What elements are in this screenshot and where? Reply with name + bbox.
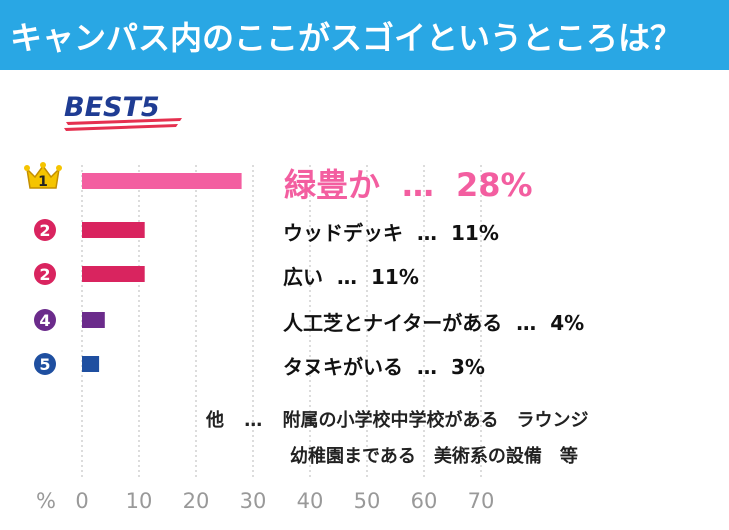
x-tick-label: 50 <box>354 489 381 513</box>
label-separator: … <box>337 265 357 289</box>
value-label: 4% <box>550 311 585 335</box>
bar-1 <box>82 173 242 189</box>
label-separator: … <box>402 166 435 205</box>
page-title: キャンパス内のここがスゴイというところは？ <box>10 19 683 57</box>
value-label: 28% <box>456 166 533 205</box>
x-tick-label: 40 <box>297 489 324 513</box>
rank-number: 2 <box>39 221 50 240</box>
value-label: 3% <box>451 355 485 379</box>
rank-number: 2 <box>39 265 50 284</box>
category-label: 緑豊か <box>284 166 381 205</box>
bar-label: ウッドデッキ … 11% <box>283 217 499 246</box>
best5-badge: BEST5 <box>64 92 182 131</box>
others-prefix: 他 <box>206 410 224 431</box>
others-line-1: 附属の小学校中学校がある ラウンジ <box>282 410 589 431</box>
label-separator: … <box>417 221 437 245</box>
rank-number: 5 <box>39 355 50 374</box>
rank-badge: 5 <box>34 353 56 375</box>
label-separator: … <box>516 311 537 335</box>
rank-number: 4 <box>39 311 50 330</box>
value-label: 11% <box>451 221 499 245</box>
others-line-2: 幼稚園まである 美術系の設備 等 <box>290 446 578 467</box>
value-label: 11% <box>371 265 419 289</box>
x-tick-label: 70 <box>468 489 495 513</box>
x-tick-label: 20 <box>183 489 210 513</box>
x-unit-label: % <box>36 489 56 513</box>
other-answers: 他 … 附属の小学校中学校がある ラウンジ 幼稚園まである 美術系の設備 等 <box>206 403 589 475</box>
rank-number: 1 <box>38 174 48 190</box>
others-separator: … <box>244 410 263 431</box>
rank-badge: 2 <box>34 263 56 285</box>
bar-4 <box>82 312 105 328</box>
category-label: ウッドデッキ <box>283 221 403 245</box>
bar-label: 人工芝とナイターがある … 4% <box>283 307 584 336</box>
bar-5 <box>82 356 100 372</box>
crown-rank-icon: 1 <box>24 162 62 190</box>
x-axis-ticks: 0 10 20 30 40 50 60 70% <box>36 489 494 513</box>
bar-label: 広い … 11% <box>283 261 419 290</box>
bar-label: 緑豊か … 28% <box>284 160 533 206</box>
best5-label: BEST5 <box>64 92 160 123</box>
rank-badge: 4 <box>34 309 56 331</box>
bar-label: タヌキがいる … 3% <box>283 351 485 380</box>
rank-badges: 1 2 2 4 5 <box>24 162 62 375</box>
bar-2 <box>82 222 145 238</box>
bar-3 <box>82 266 145 282</box>
header-bar: キャンパス内のここがスゴイというところは？ <box>0 0 729 70</box>
category-label: 人工芝とナイターがある <box>283 311 503 335</box>
x-tick-label: 30 <box>240 489 267 513</box>
x-tick-label: 10 <box>126 489 153 513</box>
chart-bars <box>82 173 242 372</box>
category-label: 広い <box>283 265 323 289</box>
label-separator: … <box>417 355 437 379</box>
rank-badge: 2 <box>34 219 56 241</box>
category-label: タヌキがいる <box>283 355 403 379</box>
x-tick-label: 60 <box>411 489 438 513</box>
x-tick-label: 0 <box>75 489 88 513</box>
